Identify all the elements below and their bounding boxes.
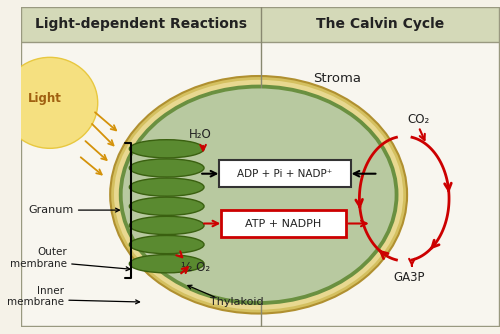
Ellipse shape (130, 216, 204, 234)
Text: Granum: Granum (28, 205, 74, 215)
Text: Stroma: Stroma (313, 72, 361, 86)
Text: Thylakoid: Thylakoid (210, 297, 264, 307)
Ellipse shape (130, 197, 204, 215)
Text: GA3P: GA3P (394, 271, 425, 284)
Ellipse shape (2, 57, 98, 148)
Bar (21, 41, 500, 327)
FancyBboxPatch shape (220, 160, 350, 187)
Ellipse shape (130, 178, 204, 196)
Ellipse shape (130, 235, 204, 254)
Bar (21, 7, 500, 41)
Text: Inner
membrane: Inner membrane (7, 286, 64, 307)
Ellipse shape (130, 255, 204, 273)
FancyBboxPatch shape (222, 210, 346, 237)
Text: ADP + Pi + NADP⁺: ADP + Pi + NADP⁺ (238, 169, 332, 179)
Text: Outer
membrane: Outer membrane (10, 247, 67, 269)
Ellipse shape (114, 80, 404, 310)
Text: H₂O: H₂O (189, 128, 212, 141)
Text: Light: Light (28, 92, 62, 105)
Ellipse shape (110, 76, 407, 314)
Ellipse shape (130, 159, 204, 177)
Text: ATP + NADPH: ATP + NADPH (246, 218, 322, 228)
Ellipse shape (119, 85, 398, 305)
Text: The Calvin Cycle: The Calvin Cycle (316, 17, 444, 31)
Text: Light-dependent Reactions: Light-dependent Reactions (35, 17, 247, 31)
Ellipse shape (130, 140, 204, 158)
Ellipse shape (122, 89, 394, 301)
Text: ½ O₂: ½ O₂ (181, 261, 210, 274)
Text: CO₂: CO₂ (408, 113, 430, 126)
